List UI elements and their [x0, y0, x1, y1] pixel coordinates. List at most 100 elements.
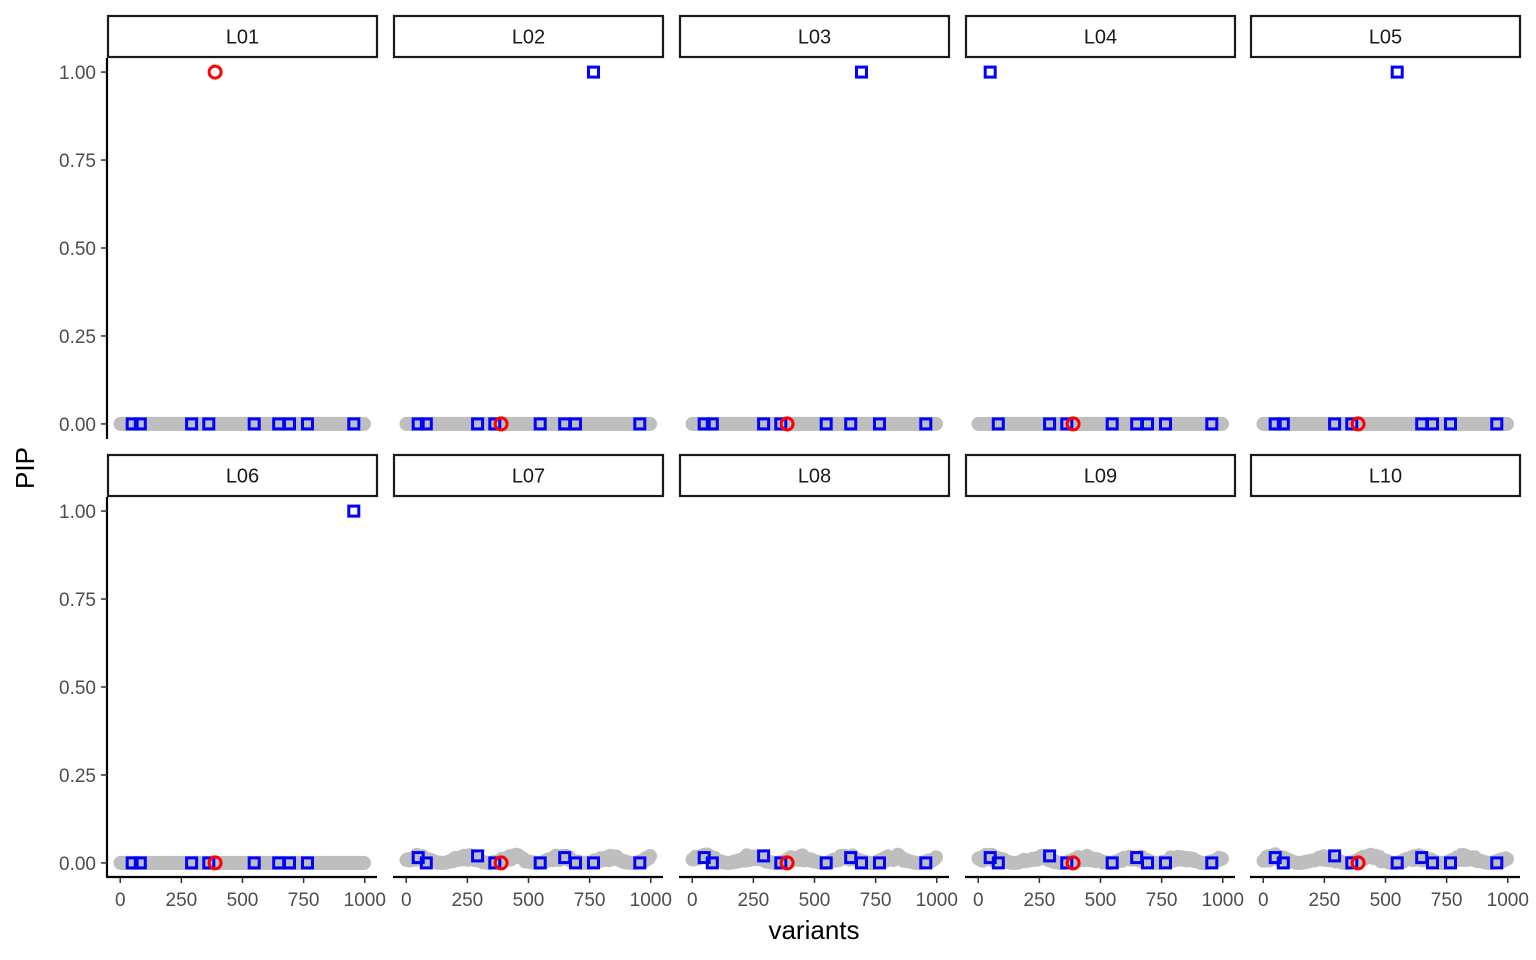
x-tick-label: 0: [401, 890, 412, 911]
background-points: [685, 847, 943, 870]
y-tick-label: 0.75: [59, 590, 96, 611]
background-points: [1256, 847, 1514, 870]
causal-variant-marker: [633, 417, 647, 431]
facet-strip-label: L06: [226, 466, 259, 488]
panel-l09: L09 0 250 500 750 1000: [964, 453, 1244, 911]
panel-l04: L04: [964, 14, 1237, 432]
causal-variant-marker: [1159, 856, 1172, 870]
facet-strip-label: L07: [512, 466, 545, 488]
causal-variant-marker: [569, 856, 582, 870]
x-tick-label: 1000: [344, 890, 386, 911]
facet-strip-label: L03: [798, 27, 831, 49]
causal-variant-marker: [301, 417, 314, 431]
lead-variant-marker: [1350, 416, 1366, 432]
x-tick-label: 1000: [630, 890, 672, 911]
y-tick-label: 0.75: [59, 151, 96, 172]
causal-variant-marker: [587, 856, 600, 870]
causal-variant-marker: [991, 856, 1005, 870]
causal-variant-marker: [419, 417, 433, 431]
causal-variant-marker: [1268, 417, 1282, 431]
causal-variant-marker: [1060, 417, 1074, 431]
lead-variant-marker: [493, 416, 509, 432]
lead-variant-marker: [779, 416, 795, 432]
causal-variant-marker: [125, 417, 139, 431]
causal-variant-marker: [757, 849, 771, 863]
causal-variant-marker: [819, 417, 833, 431]
x-tick-label: 750: [860, 890, 892, 911]
causal-variant-marker: [185, 856, 199, 870]
causal-variant-marker: [202, 856, 216, 870]
causal-variant-marker: [1444, 856, 1457, 870]
causal-variant-marker: [819, 856, 833, 870]
causal-variant-marker: [774, 856, 788, 870]
causal-variant-marker: [1043, 417, 1057, 431]
y-tick-label: 0.50: [59, 678, 96, 699]
causal-variant-marker: [757, 417, 771, 431]
causal-variant-marker: [919, 417, 933, 431]
x-tick-label: 0: [115, 890, 126, 911]
causal-variant-marker: [471, 849, 485, 863]
background-points: [971, 416, 1229, 431]
causal-variant-marker: [1276, 417, 1290, 431]
facet-strip: [678, 453, 951, 498]
panels-layer: L01 0.00 0.25 0.50 0.75 1.00 L02 L03 L04 L05 L06 0 2…: [59, 14, 1529, 911]
y-tick-label: 0.50: [59, 239, 96, 260]
causal-variant-marker: [533, 417, 547, 431]
background-point: [357, 855, 371, 870]
background-points: [113, 416, 371, 431]
background-points: [685, 416, 943, 431]
x-tick-label: 750: [574, 890, 606, 911]
causal-variant-marker: [488, 417, 502, 431]
facet-strip-label: L01: [226, 27, 259, 49]
y-tick-label: 0.00: [59, 854, 96, 875]
causal-variant-marker: [1390, 856, 1404, 870]
causal-variant-marker: [844, 417, 858, 431]
x-tick-label: 750: [1146, 890, 1178, 911]
panel-l03: L03: [678, 14, 951, 432]
causal-variant-marker: [1205, 856, 1219, 870]
panel-l02: L02: [392, 14, 665, 432]
lead-variant-marker: [1065, 416, 1081, 432]
causal-variant-marker: [283, 856, 296, 870]
causal-variant-marker: [774, 417, 788, 431]
causal-variant-marker: [411, 417, 425, 431]
causal-variant-marker: [705, 856, 719, 870]
x-tick-label: 750: [1431, 890, 1463, 911]
causal-variant-marker: [633, 856, 647, 870]
causal-variant-marker: [1345, 417, 1359, 431]
causal-variant-marker: [1141, 856, 1154, 870]
causal-variant-marker: [1426, 417, 1439, 431]
x-tick-label: 500: [227, 890, 259, 911]
causal-variant-marker: [919, 856, 933, 870]
causal-variant-marker: [283, 417, 296, 431]
causal-variant-marker: [419, 856, 433, 870]
causal-variant-marker: [1043, 849, 1057, 863]
causal-variant-marker: [1276, 856, 1290, 870]
panel-l10: L10 0 250 500 750 1000: [1249, 453, 1529, 911]
background-points: [399, 847, 657, 870]
background-points: [1256, 416, 1514, 431]
causal-variant-marker: [202, 417, 216, 431]
y-tick-label: 1.00: [59, 63, 96, 84]
x-tick-label: 750: [288, 890, 320, 911]
x-tick-label: 500: [1370, 890, 1402, 911]
x-tick-label: 500: [513, 890, 545, 911]
y-tick-label: 0.25: [59, 766, 96, 787]
facet-strip-label: L05: [1369, 27, 1402, 49]
lead-variant-marker: [779, 855, 795, 871]
x-tick-label: 0: [1258, 890, 1269, 911]
x-tick-label: 500: [799, 890, 831, 911]
background-points: [971, 847, 1229, 870]
causal-variant-marker: [705, 417, 719, 431]
facet-strip: [106, 14, 379, 59]
lead-variant-marker: [207, 64, 223, 80]
causal-variant-marker: [347, 417, 361, 431]
causal-variant-marker: [133, 856, 147, 870]
causal-variant-marker: [873, 417, 886, 431]
causal-variant-marker: [1205, 417, 1219, 431]
x-tick-label: 1000: [1487, 890, 1529, 911]
lead-variant-marker: [1065, 855, 1081, 871]
x-tick-label: 250: [738, 890, 770, 911]
panel-l07: L07 0 250 500 750 1000: [392, 453, 672, 911]
